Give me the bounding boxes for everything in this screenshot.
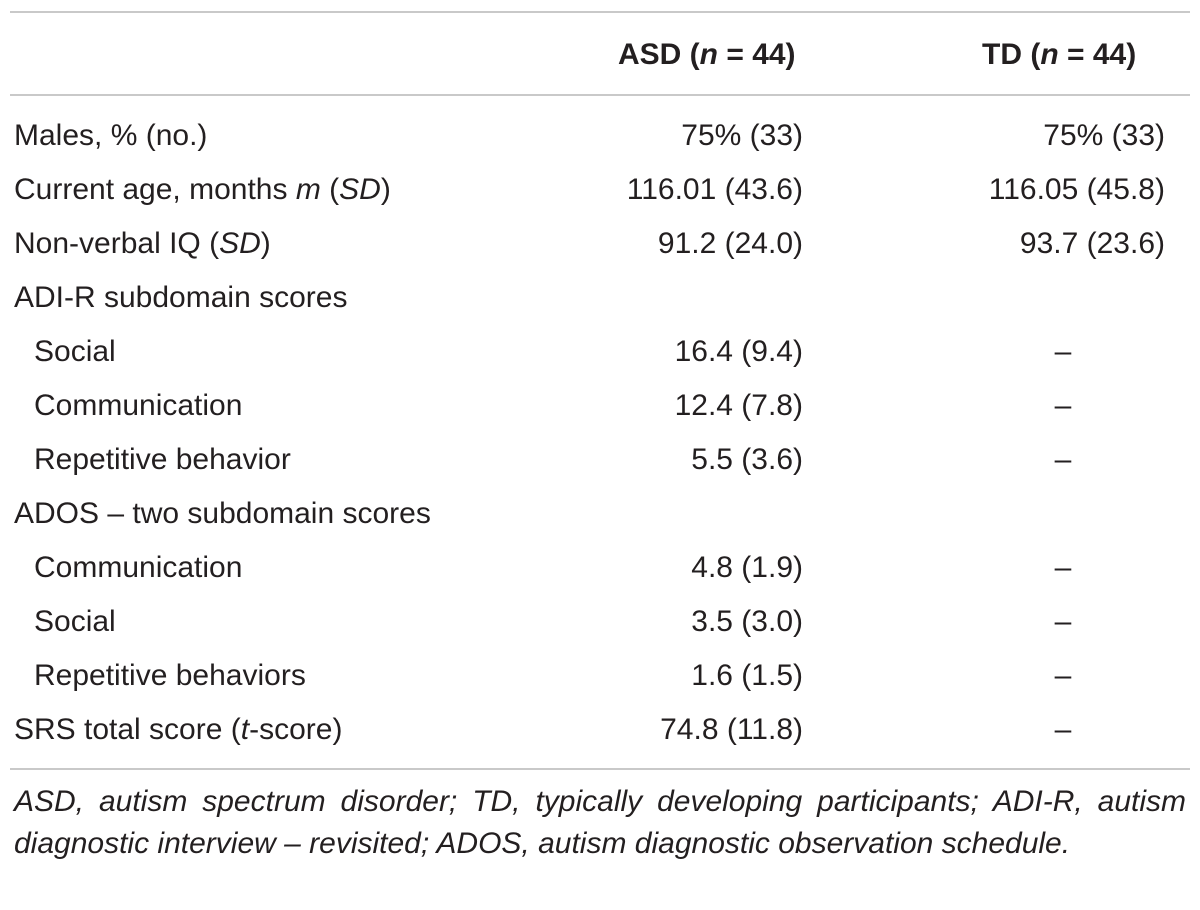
column-header-td: TD (n = 44) bbox=[982, 35, 1136, 75]
row-label-current-age: Current age, months m (SD) bbox=[14, 170, 391, 210]
column-header-asd: ASD (n = 44) bbox=[618, 35, 796, 75]
table-bottom-rule bbox=[10, 768, 1190, 770]
header-text: = 44) bbox=[718, 38, 796, 71]
label-part: ) bbox=[380, 173, 391, 206]
cell-td-adi-communication: – bbox=[1054, 389, 1072, 422]
row-label-nonverbal-iq: Non-verbal IQ (SD) bbox=[14, 224, 271, 264]
cell-td-adi-repetitive: – bbox=[1054, 443, 1072, 476]
label-italic: m bbox=[295, 173, 321, 206]
cell-td-adi-social: – bbox=[1054, 335, 1072, 368]
table-top-rule bbox=[10, 11, 1190, 13]
cell-td-ados-communication: – bbox=[1054, 551, 1072, 584]
label-part: SRS total score ( bbox=[14, 713, 241, 746]
cell-td-current-age: 116.05 (45.8) bbox=[988, 173, 1165, 206]
cell-asd-srs-total: 74.8 (11.8) bbox=[660, 713, 803, 746]
label-italic: SD bbox=[219, 227, 261, 260]
cell-asd-ados-social: 3.5 (3.0) bbox=[691, 605, 803, 638]
label-italic: SD bbox=[339, 173, 381, 206]
row-label-males: Males, % (no.) bbox=[14, 119, 208, 152]
label-part: ) bbox=[260, 227, 271, 260]
row-label-adi-repetitive: Repetitive behavior bbox=[34, 443, 291, 476]
header-n: n bbox=[1040, 38, 1059, 71]
header-text: = 44) bbox=[1058, 38, 1137, 71]
table-footnote: ASD, autism spectrum disorder; TD, typic… bbox=[14, 785, 1186, 860]
cell-asd-adi-repetitive: 5.5 (3.6) bbox=[691, 443, 803, 476]
row-label-ados-social: Social bbox=[34, 605, 116, 638]
cell-asd-ados-communication: 4.8 (1.9) bbox=[691, 551, 803, 584]
cell-asd-nonverbal-iq: 91.2 (24.0) bbox=[657, 227, 803, 260]
header-text: ASD ( bbox=[618, 38, 700, 71]
section-label-ados: ADOS – two subdomain scores bbox=[14, 497, 431, 530]
cell-td-ados-repetitive: – bbox=[1054, 659, 1072, 692]
label-part: Current age, months bbox=[14, 173, 296, 206]
header-text: TD ( bbox=[982, 38, 1041, 71]
cell-asd-adi-communication: 12.4 (7.8) bbox=[674, 389, 803, 422]
section-label-adi-r: ADI-R subdomain scores bbox=[14, 281, 348, 314]
cell-asd-males: 75% (33) bbox=[681, 119, 803, 152]
label-part: ( bbox=[320, 173, 340, 206]
row-label-adi-communication: Communication bbox=[34, 389, 243, 422]
row-label-srs-total: SRS total score (t-score) bbox=[14, 710, 342, 750]
cell-td-nonverbal-iq: 93.7 (23.6) bbox=[1019, 227, 1165, 260]
label-italic: t bbox=[240, 713, 250, 746]
row-label-ados-communication: Communication bbox=[34, 551, 243, 584]
header-rule bbox=[10, 94, 1190, 96]
row-label-ados-repetitive: Repetitive behaviors bbox=[34, 659, 306, 692]
row-label-adi-social: Social bbox=[34, 335, 116, 368]
cell-td-ados-social: – bbox=[1054, 605, 1072, 638]
cell-td-srs-total: – bbox=[1054, 713, 1072, 746]
cell-asd-adi-social: 16.4 (9.4) bbox=[674, 335, 803, 368]
header-n: n bbox=[699, 38, 718, 71]
cell-td-males: 75% (33) bbox=[1043, 119, 1165, 152]
label-part: Non-verbal IQ ( bbox=[14, 227, 220, 260]
cell-asd-ados-repetitive: 1.6 (1.5) bbox=[691, 659, 803, 692]
label-part: -score) bbox=[249, 713, 343, 746]
cell-asd-current-age: 116.01 (43.6) bbox=[626, 173, 803, 206]
